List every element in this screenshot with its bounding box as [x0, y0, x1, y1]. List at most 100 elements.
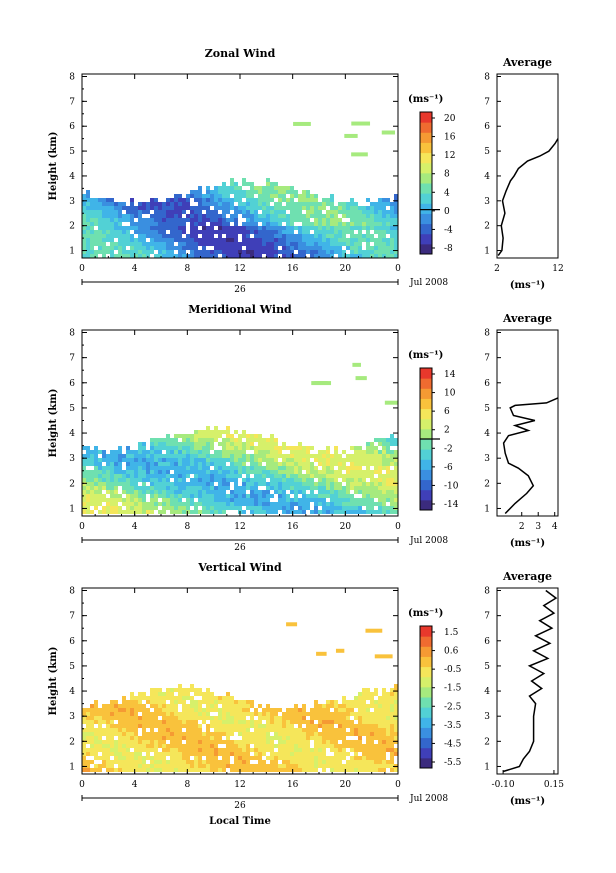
- colorbar-segment: [420, 747, 432, 759]
- heatmap-cell: [378, 198, 382, 202]
- heatmap-cell: [294, 458, 298, 462]
- heatmap-cell: [82, 218, 86, 222]
- heatmap-cell: [286, 190, 290, 194]
- heatmap-cell: [362, 478, 366, 482]
- heatmap-cell: [386, 198, 390, 202]
- heatmap-cell: [286, 622, 298, 627]
- heatmap-cell: [346, 454, 350, 458]
- heatmap-cell: [182, 458, 186, 462]
- heatmap-cell: [154, 736, 158, 740]
- heatmap-cell: [118, 712, 122, 716]
- heatmap-cell: [242, 732, 246, 736]
- heatmap-cell: [174, 218, 178, 222]
- heatmap-cell: [190, 230, 194, 234]
- heatmap-cell: [206, 462, 210, 466]
- heatmap-cell: [122, 724, 126, 728]
- heatmap-cell: [266, 764, 270, 768]
- heatmap-cell: [390, 768, 394, 772]
- heatmap-cell: [390, 450, 394, 454]
- heatmap-cell: [86, 768, 90, 772]
- heatmap-cell: [250, 756, 254, 760]
- heatmap-cell: [386, 716, 390, 720]
- heatmap-cell: [370, 692, 374, 696]
- average-y-tick-label: 7: [484, 354, 490, 364]
- heatmap-cell: [162, 506, 166, 510]
- heatmap-cell: [154, 230, 158, 234]
- heatmap-cell: [90, 218, 94, 222]
- heatmap-cell: [134, 740, 138, 744]
- heatmap-cell: [262, 194, 266, 198]
- heatmap-cell: [134, 498, 138, 502]
- heatmap-cell: [294, 482, 298, 486]
- heatmap-cell: [366, 442, 370, 446]
- heatmap-cell: [322, 206, 326, 210]
- heatmap-cell: [150, 716, 154, 720]
- heatmap-cell: [366, 482, 370, 486]
- heatmap-cell: [194, 226, 198, 230]
- heatmap-cell: [290, 238, 294, 242]
- heatmap-cell: [334, 744, 338, 748]
- heatmap-cell: [338, 494, 342, 498]
- heatmap-cell: [146, 502, 150, 506]
- heatmap-cell: [266, 768, 270, 772]
- heatmap-cell: [282, 254, 286, 258]
- heatmap-cell: [350, 446, 354, 450]
- heatmap-cell: [222, 740, 226, 744]
- heatmap-cell: [122, 242, 126, 246]
- heatmap-cell: [162, 246, 166, 250]
- heatmap-cell: [278, 764, 282, 768]
- heatmap-cell: [130, 728, 134, 732]
- heatmap-cell: [346, 744, 350, 748]
- heatmap-cell: [102, 234, 106, 238]
- heatmap-cell: [114, 474, 118, 478]
- heatmap-cell: [394, 688, 398, 692]
- heatmap-cell: [394, 720, 398, 724]
- heatmap-cell: [266, 712, 270, 716]
- heatmap-cell: [234, 206, 238, 210]
- heatmap-cell: [306, 454, 310, 458]
- heatmap-cell: [346, 716, 350, 720]
- average-x-tick-label: 3: [535, 522, 541, 532]
- heatmap-cell: [122, 736, 126, 740]
- heatmap-cell: [382, 688, 386, 692]
- heatmap-cell: [365, 628, 383, 633]
- heatmap-cell: [282, 442, 286, 446]
- heatmap-cell: [206, 482, 210, 486]
- heatmap-cell: [282, 186, 286, 190]
- heatmap-cell: [306, 502, 310, 506]
- heatmap-cell: [210, 760, 214, 764]
- heatmap-cell: [250, 716, 254, 720]
- heatmap-cell: [254, 450, 258, 454]
- heatmap-cell: [290, 716, 294, 720]
- heatmap-cell: [386, 466, 390, 470]
- heatmap-cell: [138, 494, 142, 498]
- heatmap-cell: [94, 470, 98, 474]
- heatmap-cell: [222, 728, 226, 732]
- heatmap-cell: [134, 760, 138, 764]
- heatmap-cell: [266, 740, 270, 744]
- heatmap-cell: [298, 202, 302, 206]
- heatmap-cell: [202, 206, 206, 210]
- heatmap-cell: [334, 728, 338, 732]
- heatmap-cell: [114, 234, 118, 238]
- heatmap-cell: [142, 466, 146, 470]
- heatmap-cell: [102, 704, 106, 708]
- heatmap-cell: [318, 458, 322, 462]
- heatmap-cell: [202, 764, 206, 768]
- day-label: 26: [234, 801, 246, 811]
- heatmap-cell: [174, 446, 178, 450]
- heatmap-cell: [338, 230, 342, 234]
- heatmap-cell: [178, 684, 182, 688]
- heatmap-cell: [250, 490, 254, 494]
- heatmap-cell: [286, 458, 290, 462]
- heatmap-cell: [218, 202, 222, 206]
- heatmap-cell: [394, 700, 398, 704]
- heatmap-cell: [302, 716, 306, 720]
- heatmap-cell: [330, 194, 334, 198]
- heatmap-cell: [362, 210, 366, 214]
- heatmap-cell: [330, 506, 334, 510]
- heatmap-cell: [262, 728, 266, 732]
- heatmap-cell: [218, 194, 222, 198]
- heatmap-cell: [270, 466, 274, 470]
- heatmap-cell: [206, 442, 210, 446]
